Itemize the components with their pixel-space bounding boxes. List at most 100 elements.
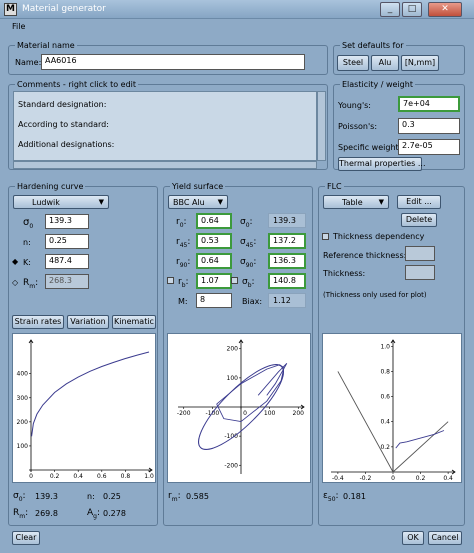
comments-horizontal-scrollbar[interactable] [13,161,317,169]
summary-rm-label: Rm: [13,508,29,520]
minimize-button[interactable]: _ [380,2,400,17]
comments-panel: Comments - right click to edit Standard … [8,80,328,170]
thermal-properties-button[interactable]: Thermal properties ... [338,157,425,171]
r0-label: r0: [176,217,187,229]
y-tick-label: 400 [17,371,29,378]
elasticity-panel: Elasticity / weight Young's: 7e+04 Poiss… [333,80,465,171]
rm-radio-icon[interactable]: ◇ [12,278,19,287]
yield-model-select[interactable]: BBC Alu ▼ [168,195,228,209]
sigma0-input[interactable]: 139.3 [45,214,89,229]
summary-n-label: n: [87,492,95,501]
y-tick-label: 0.6 [380,394,390,401]
summary-rm-value: 269.8 [35,509,58,518]
defaults-title: Set defaults for [340,41,406,50]
thickness-label: Thickness: [323,269,366,278]
x-axis-arrow-icon [148,467,153,473]
kinematic-button[interactable]: Kinematic [112,315,156,329]
poisson-input[interactable]: 0.3 [398,118,460,134]
biax-label: Biax: [242,297,263,306]
thickness-dependency-checkbox[interactable] [322,233,329,240]
sb-input[interactable]: 140.8 [268,273,306,289]
menu-file[interactable]: File [12,22,26,31]
x-tick-label: 0.6 [97,473,107,480]
flc-title: FLC [325,182,344,191]
x-tick-label: 0.2 [416,475,426,482]
flc-plot: -0.4 -0.2 0 0.2 0.4 0.2 0.4 0.6 0.8 1.0 [322,333,462,483]
hardening-chart: 0 0.2 0.4 0.6 0.8 1.0 100 200 300 400 [17,339,154,480]
thickness-note: (Thickness only used for plot) [323,291,427,299]
units-button[interactable]: [N,mm] [401,55,439,71]
hardening-title: Hardening curve [15,182,86,191]
summary-rm-value: 0.585 [186,492,209,501]
x-tick-label: 0.2 [50,473,60,480]
title-bar: M Material generator _ □ ✕ [0,0,474,19]
y-tick-label: 0.8 [380,368,390,375]
hardening-plot: 0 0.2 0.4 0.6 0.8 1.0 100 200 300 400 [12,333,156,483]
r90-input[interactable]: 0.64 [196,253,232,269]
y-tick-label: 1.0 [380,343,390,350]
strain-rates-button[interactable]: Strain rates [12,315,64,329]
alu-button[interactable]: Alu [371,55,399,71]
clear-button[interactable]: Clear [12,531,40,545]
summary-ag-label: Ag: [87,508,101,520]
y-tick-label: 0.2 [380,444,390,451]
s90-label: σ90: [240,257,257,269]
s45-label: σ45: [240,237,257,249]
n-label: n: [23,238,31,247]
hardening-panel: Hardening curve Ludwik ▼ σ0 139.3 n: 0.2… [8,182,158,526]
flc-model-select[interactable]: Table ▼ [323,195,389,209]
reference-thickness-label: Reference thickness: [323,251,407,260]
youngs-input[interactable]: 7e+04 [398,96,460,112]
chevron-down-icon: ▼ [378,198,384,206]
flc-delete-button[interactable]: Delete [401,213,437,227]
rm-input[interactable]: 268.3 [45,274,89,289]
r45-input[interactable]: 0.53 [196,233,232,249]
y-tick-label: -200 [224,462,238,469]
sb-checkbox[interactable] [231,277,238,284]
y-tick-label: 0.4 [380,419,390,426]
ok-button[interactable]: OK [402,531,424,545]
k-radio-icon[interactable]: ◆ [12,257,19,266]
summary-sigma0-value: 139.3 [35,492,58,501]
cancel-button[interactable]: Cancel [428,531,462,545]
s45-input[interactable]: 137.2 [268,233,306,249]
weight-input[interactable]: 2.7e-05 [398,139,460,155]
yield-model-value: BBC Alu [173,198,205,207]
r0-input[interactable]: 0.64 [196,213,232,229]
variation-button[interactable]: Variation [67,315,109,329]
window-title: Material generator [22,4,106,14]
rb-checkbox[interactable] [167,277,174,284]
x-tick-label: 0.4 [73,473,83,480]
comments-text-area[interactable]: Standard designation: According to stand… [13,91,317,161]
flc-line-1 [395,430,445,449]
biax-value: 1.12 [268,293,306,308]
x-axis-arrow-icon [451,469,456,475]
summary-sigma0-label: σ0: [13,491,26,503]
thickness-input[interactable] [405,265,435,280]
hardening-model-select[interactable]: Ludwik ▼ [13,195,109,209]
x-tick-label: 0 [243,410,247,417]
steel-button[interactable]: Steel [337,55,369,71]
rb-input[interactable]: 1.07 [196,273,232,289]
m-input[interactable]: 8 [196,293,232,308]
reference-thickness-input[interactable] [405,246,435,261]
summary-e50-value: 0.181 [343,492,366,501]
maximize-button[interactable]: □ [402,2,422,17]
x-tick-label: 0 [29,473,33,480]
s90-input[interactable]: 136.3 [268,253,306,269]
flc-edit-button[interactable]: Edit ... [397,195,441,209]
n-input[interactable]: 0.25 [45,234,89,249]
x-tick-label: -0.2 [360,475,372,482]
name-input[interactable]: AA6016 [41,54,305,70]
comments-title: Comments - right click to edit [15,80,139,89]
thickness-dependency-label: Thickness dependency [333,232,425,241]
rm-label: Rm: [23,278,39,290]
close-button[interactable]: ✕ [428,2,462,17]
k-input[interactable]: 487.4 [45,254,89,269]
material-name-panel: Material name Name: AA6016 [8,41,328,75]
menu-bar: File [0,19,474,35]
y-tick-label: 200 [227,346,239,353]
x-tick-label: -0.4 [332,475,344,482]
comments-vertical-scrollbar[interactable] [317,91,326,161]
